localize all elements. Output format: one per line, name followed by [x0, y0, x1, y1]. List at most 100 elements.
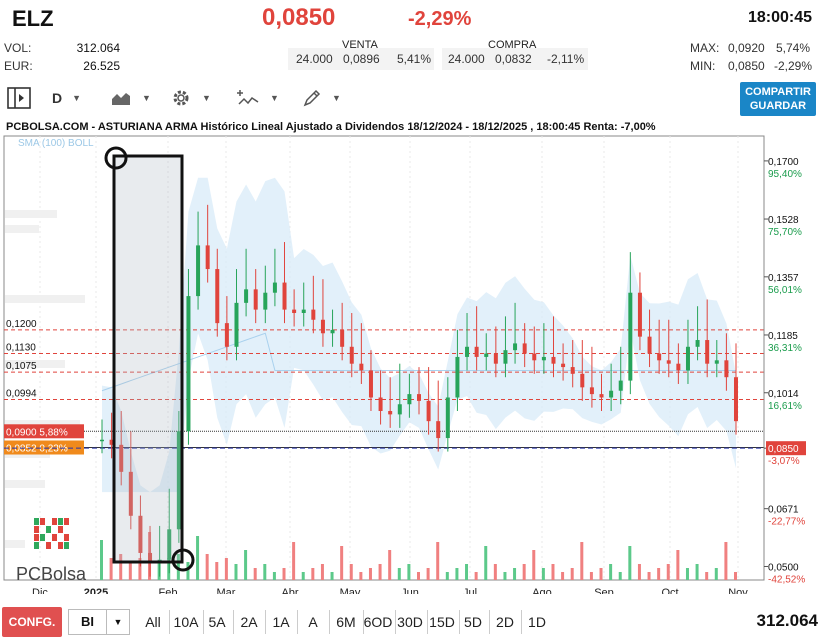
logo-pixel	[34, 534, 39, 541]
selection-rectangle	[112, 154, 184, 564]
range-button-15d[interactable]: 15D	[429, 614, 455, 630]
max-value: 0,0920	[728, 41, 765, 55]
volume-profile-bar	[5, 210, 57, 218]
candle-body	[282, 282, 287, 310]
range-button-1d[interactable]: 1D	[528, 614, 546, 630]
candle-body	[657, 353, 662, 361]
logo-pixel	[58, 542, 63, 549]
candle-body	[580, 373, 585, 388]
candle-body	[148, 552, 153, 564]
range-button-1a[interactable]: 1A	[272, 614, 290, 630]
logo-pixel	[40, 518, 45, 525]
candle-body	[445, 397, 450, 439]
chevron-down-icon: ▼	[270, 93, 279, 103]
range-button-all[interactable]: All	[145, 614, 161, 630]
range-separator	[459, 610, 460, 634]
volume-bar	[368, 568, 372, 580]
level-label: 0,0994	[6, 389, 37, 400]
right-axis-pct: 36,31%	[768, 343, 802, 354]
volume-bar	[234, 564, 238, 580]
range-button-a[interactable]: A	[308, 614, 318, 630]
last-price: 0,0850	[262, 4, 336, 31]
volume-bar	[186, 562, 190, 580]
share-save-button[interactable]: COMPARTIR GUARDAR	[740, 82, 816, 116]
candle-body	[263, 292, 268, 310]
config-button[interactable]: CONFG.	[2, 607, 62, 637]
range-button-6od[interactable]: 6OD	[363, 614, 393, 630]
indicators-dropdown[interactable]: ▼	[236, 86, 279, 110]
candle-body	[734, 377, 738, 422]
volume-bar	[618, 572, 622, 580]
right-axis-price: 0,0850	[768, 444, 799, 455]
candle-body	[637, 292, 642, 337]
candle-body	[561, 363, 566, 368]
range-button-6m[interactable]: 6M	[336, 614, 356, 630]
scale-value: BI	[69, 610, 107, 634]
settings-dropdown[interactable]: ▼	[170, 86, 211, 110]
volume-bar	[176, 554, 180, 580]
volume-bar	[551, 564, 555, 580]
candle-body	[426, 400, 431, 422]
candle-body	[714, 360, 719, 364]
volume-bar	[637, 564, 641, 580]
eur-value: 26.525	[83, 59, 120, 73]
range-button-5d[interactable]: 5D	[464, 614, 482, 630]
draw-dropdown[interactable]: ▼	[302, 86, 341, 110]
volume-bar	[685, 568, 689, 580]
candle-body	[465, 346, 470, 357]
candle-body	[359, 363, 364, 371]
x-tick-label: Abr	[281, 587, 298, 594]
candle-body	[215, 269, 220, 324]
candle-body	[330, 329, 335, 334]
volume-bar	[465, 564, 469, 580]
candle-body	[676, 363, 681, 371]
volume-bar	[724, 542, 728, 580]
volume-bar	[349, 564, 353, 580]
min-value: 0,0850	[728, 59, 765, 73]
right-axis-price: 0,0500	[768, 562, 799, 573]
scale-selector[interactable]: BI ▼	[68, 609, 130, 635]
volume-profile-bar	[5, 360, 65, 368]
sidebar-toggle-button[interactable]	[6, 86, 32, 110]
range-button-10a[interactable]: 10A	[173, 614, 199, 630]
compra-panel	[442, 48, 588, 70]
candle-body	[292, 309, 297, 313]
chart-type-dropdown[interactable]: ▼	[110, 86, 151, 110]
logo-pixel	[52, 534, 57, 541]
compra-qty: 24.000	[448, 52, 485, 66]
candle-body	[138, 515, 143, 553]
candle-body	[647, 336, 652, 354]
right-axis-pct: 56,01%	[768, 285, 802, 296]
range-button-30d[interactable]: 30D	[397, 614, 423, 630]
period-dropdown[interactable]: D ▼	[52, 86, 81, 110]
logo-pixel	[64, 542, 69, 549]
volume-bar	[417, 572, 420, 580]
share-label: COMPARTIR	[745, 86, 811, 98]
range-button-2a[interactable]: 2A	[240, 614, 258, 630]
candle-body	[541, 356, 546, 361]
volume-bar	[388, 550, 392, 580]
candle-body	[388, 411, 393, 415]
range-button-5a[interactable]: 5A	[208, 614, 226, 630]
volume-bar	[436, 542, 440, 580]
candle-body	[234, 302, 239, 347]
chart-title: PCBOLSA.COM - ASTURIANA ARMA Histórico L…	[6, 121, 656, 133]
candle-body	[224, 323, 229, 347]
candle-body	[551, 356, 556, 364]
x-tick-label: Ago	[532, 587, 552, 594]
candle-body	[474, 346, 479, 357]
volume-bar	[589, 572, 593, 580]
x-tick-label: Jul	[463, 587, 477, 594]
vol-value: 312.064	[76, 41, 120, 55]
volume-bar	[695, 564, 699, 580]
volume-bar	[244, 550, 248, 580]
range-button-2d[interactable]: 2D	[496, 614, 514, 630]
logo-text: PCBolsa	[16, 564, 87, 584]
volume-bar	[100, 540, 103, 580]
candle-body	[493, 353, 498, 364]
price-chart[interactable]: Dic 2025 Feb Mar Abr May Jun Jul Ago Sep Oct Nov 0,1…	[0, 134, 830, 594]
volume-bar	[445, 572, 449, 580]
range-separator	[297, 610, 298, 634]
candle-body	[119, 444, 124, 472]
candle-body	[109, 439, 114, 445]
